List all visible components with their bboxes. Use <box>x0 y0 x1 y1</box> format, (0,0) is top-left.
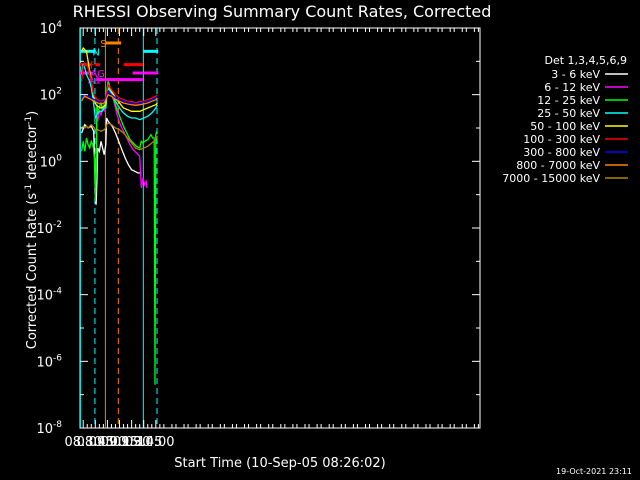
legend-label-8: 7000 - 15000 keV <box>502 172 600 185</box>
legend-label-3: 25 - 50 keV <box>537 107 600 120</box>
series-lines <box>80 46 158 385</box>
y-tick-label-0: 104 <box>40 20 63 37</box>
legend-title: Det 1,3,4,5,6,9 <box>544 54 627 67</box>
series-line-6 <box>81 90 158 105</box>
x-tick-label-5: 09:45 <box>125 435 162 450</box>
y-tick-label-5: 10-6 <box>36 353 62 370</box>
legend-label-2: 12 - 25 keV <box>537 94 600 107</box>
x-tick-label-2: 09:00 <box>89 435 126 450</box>
legend-label-0: 3 - 6 keV <box>551 68 600 81</box>
series-line-3 <box>80 62 158 121</box>
y-tick-label-6: 10-8 <box>36 420 62 437</box>
y-axis-label: Corrected Count Rate (s-1 detector-1) <box>24 111 40 349</box>
legend-label-6: 300 - 800 keV <box>523 146 600 159</box>
x-tick-label-1: 08:45 <box>77 435 114 450</box>
flag-label-3: F <box>90 61 96 72</box>
series-line-8 <box>81 122 158 151</box>
legend-label-4: 50 - 100 keV <box>530 120 600 133</box>
series-line-0 <box>80 117 142 205</box>
y-tick-label-3: 10-2 <box>36 220 62 237</box>
flag-label-0: N <box>92 47 99 58</box>
y-axis-ticks: 104 102 100 10-2 10-4 10-6 10-8 <box>36 20 480 437</box>
flag-dot-3 <box>139 71 143 75</box>
y-tick-label-1: 102 <box>40 87 62 104</box>
flag-dot-2 <box>137 71 141 75</box>
flag-dot-0 <box>132 71 136 75</box>
x-tick-label-6: 10:00 <box>137 435 174 450</box>
x-tick-label-3: 09:15 <box>101 435 138 450</box>
legend-label-5: 100 - 300 keV <box>523 133 600 146</box>
x-tick-label-4: 09:30 <box>113 435 150 450</box>
flag-dot-1 <box>134 71 138 75</box>
legend-label-7: 800 - 7000 keV <box>516 159 600 172</box>
series-line-7 <box>81 93 158 106</box>
legend-label-1: 6 - 12 keV <box>544 81 600 94</box>
flag-label-6: AG <box>91 69 105 80</box>
flag-label-2: S <box>100 39 106 50</box>
y-tick-label-4: 10-4 <box>36 287 62 304</box>
series-line-1 <box>93 81 148 195</box>
x-axis-label: Start Time (10-Sep-05 08:26:02) <box>174 456 385 471</box>
chart-title: RHESSI Observing Summary Count Rates, Co… <box>73 2 492 21</box>
flag-label-8: A1 <box>88 76 101 87</box>
y-tick-label-2: 100 <box>40 153 63 170</box>
x-tick-label-0: 08:30 <box>64 435 101 450</box>
render-timestamp: 19-Oct-2021 23:11 <box>556 467 632 476</box>
